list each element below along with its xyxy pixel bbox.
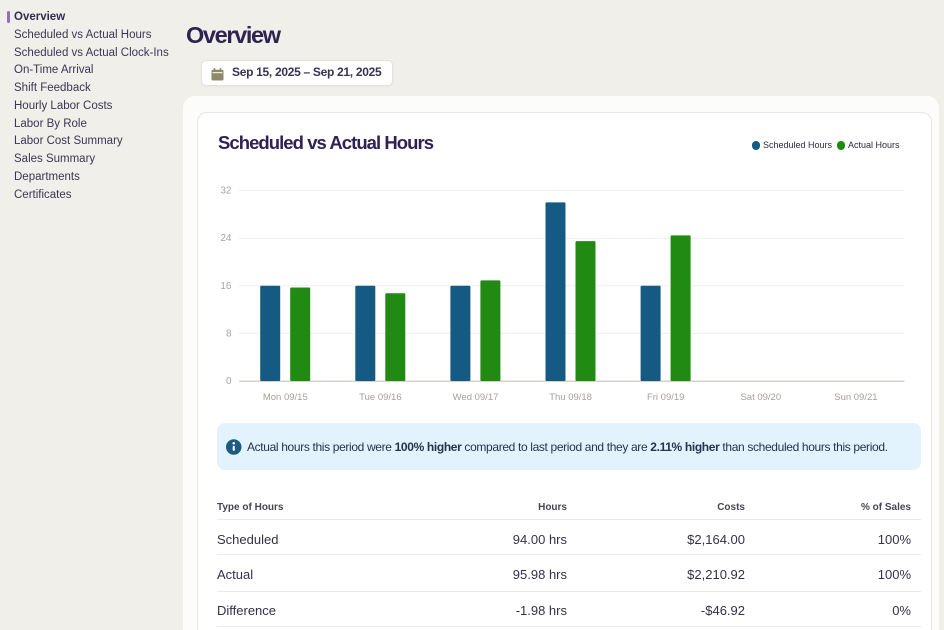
svg-text:24: 24 [220,233,232,244]
svg-text:16: 16 [220,281,232,292]
svg-text:Wed 09/17: Wed 09/17 [453,392,499,403]
svg-text:Thu 09/18: Thu 09/18 [549,392,592,403]
svg-text:Tue 09/16: Tue 09/16 [359,392,401,403]
svg-text:Sun 09/21: Sun 09/21 [834,392,877,403]
svg-text:32: 32 [220,186,232,197]
svg-text:Fri 09/19: Fri 09/19 [647,392,685,403]
svg-text:Mon 09/15: Mon 09/15 [263,392,308,403]
svg-text:0: 0 [226,376,232,387]
svg-text:8: 8 [226,328,232,339]
svg-text:Sat 09/20: Sat 09/20 [740,392,781,403]
